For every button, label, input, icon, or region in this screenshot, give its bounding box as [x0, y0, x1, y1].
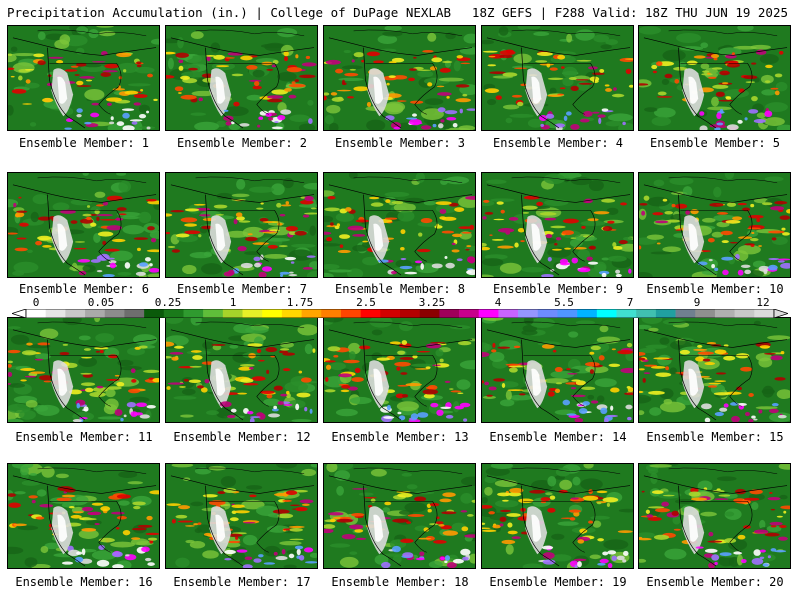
- ensemble-member-map: [323, 317, 476, 423]
- ensemble-member-label: Ensemble Member: 13: [331, 430, 469, 444]
- ensemble-member-label: Ensemble Member: 17: [173, 575, 311, 589]
- ensemble-member-map: [481, 172, 634, 278]
- colorbar-tick-label: 0.25: [154, 296, 182, 309]
- ensemble-member-map: [165, 172, 318, 278]
- ensemble-member-label: Ensemble Member: 16: [15, 575, 153, 589]
- ensemble-member-label: Ensemble Member: 6: [18, 282, 150, 296]
- ensemble-member-map: [638, 25, 791, 131]
- ensemble-member-map: [638, 317, 791, 423]
- colorbar-tick-label: 2.5: [356, 296, 376, 309]
- colorbar-tick-label: 1.75: [286, 296, 314, 309]
- colorbar-tick-label: 12: [756, 296, 770, 309]
- ensemble-member-map: [481, 317, 634, 423]
- ensemble-member-label: Ensemble Member: 20: [646, 575, 784, 589]
- colorbar-tick-labels: 0 0.05 0.25 1 1.75 2.5 3.25 4 5.5 7 9 12: [0, 296, 800, 310]
- colorbar-tick-label: 4: [494, 296, 502, 309]
- ensemble-member-label: Ensemble Member: 18: [331, 575, 469, 589]
- ensemble-member-map: [638, 172, 791, 278]
- ensemble-member-map: [481, 463, 634, 569]
- ensemble-member-map: [165, 25, 318, 131]
- colorbar-tick-label: 7: [626, 296, 634, 309]
- ensemble-member-map: [7, 172, 160, 278]
- ensemble-member-label: Ensemble Member: 4: [492, 136, 624, 150]
- ensemble-member-label: Ensemble Member: 14: [489, 430, 627, 444]
- ensemble-member-map: [7, 317, 160, 423]
- ensemble-member-map: [323, 463, 476, 569]
- ensemble-member-label: Ensemble Member: 15: [646, 430, 784, 444]
- ensemble-member-map: [7, 463, 160, 569]
- colorbar-tick-label: 0.05: [87, 296, 115, 309]
- precip-colorbar: [12, 309, 788, 318]
- ensemble-member-map: [323, 172, 476, 278]
- product-title: Precipitation Accumulation (in.) | Colle…: [7, 5, 452, 20]
- run-valid-time: 18Z GEFS | F288 Valid: 18Z THU JUN 19 20…: [471, 5, 788, 20]
- ensemble-member-map: [165, 317, 318, 423]
- ensemble-member-label: Ensemble Member: 3: [334, 136, 466, 150]
- ensemble-member-map: [165, 463, 318, 569]
- colorbar-tick-label: 3.25: [418, 296, 446, 309]
- ensemble-member-label: Ensemble Member: 19: [489, 575, 627, 589]
- ensemble-member-label: Ensemble Member: 9: [492, 282, 624, 296]
- ensemble-member-label: Ensemble Member: 12: [173, 430, 311, 444]
- ensemble-member-label: Ensemble Member: 2: [176, 136, 308, 150]
- ensemble-member-map: [638, 463, 791, 569]
- colorbar-tick-label: 9: [693, 296, 701, 309]
- ensemble-member-map: [323, 25, 476, 131]
- ensemble-member-map: [7, 25, 160, 131]
- ensemble-member-label: Ensemble Member: 10: [646, 282, 784, 296]
- ensemble-member-label: Ensemble Member: 11: [15, 430, 153, 444]
- ensemble-member-label: Ensemble Member: 7: [176, 282, 308, 296]
- colorbar-tick-label: 1: [229, 296, 237, 309]
- ensemble-member-label: Ensemble Member: 5: [649, 136, 781, 150]
- ensemble-member-label: Ensemble Member: 1: [18, 136, 150, 150]
- ensemble-member-label: Ensemble Member: 8: [334, 282, 466, 296]
- colorbar-tick-label: 5.5: [554, 296, 574, 309]
- ensemble-member-map: [481, 25, 634, 131]
- colorbar-tick-label: 0: [32, 296, 40, 309]
